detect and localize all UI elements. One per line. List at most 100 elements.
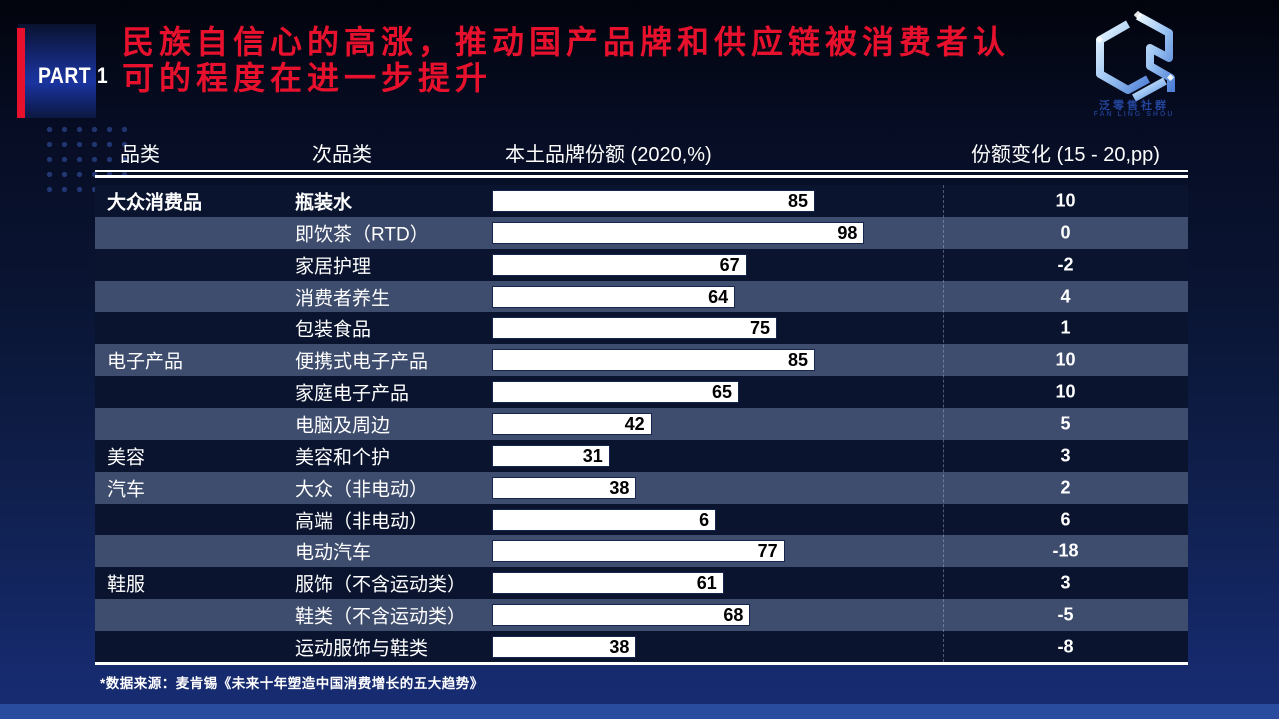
- column-divider-line: [943, 185, 944, 662]
- subcategory-cell: 家居护理: [295, 256, 372, 278]
- share-value-label: 6: [699, 509, 710, 530]
- change-value: -8: [1057, 636, 1074, 657]
- subcategory-cell: 鞋类（不含运动类）: [295, 606, 467, 628]
- change-value: 6: [1060, 509, 1071, 530]
- subcategory-cell: 即饮茶（RTD）: [295, 224, 429, 246]
- subcategory-cell: 服饰（不含运动类）: [295, 574, 467, 596]
- table-row: 包装食品 75 1: [95, 312, 1188, 345]
- share-value-label: 38: [609, 636, 630, 657]
- share-bar: 42: [492, 412, 652, 435]
- table-row: 即饮茶（RTD） 98 0: [95, 216, 1188, 249]
- share-bar: 67: [492, 253, 747, 276]
- subcategory-cell: 运动服饰与鞋类: [295, 638, 429, 660]
- change-value: 2: [1060, 477, 1071, 498]
- share-bar-track: 61: [492, 572, 874, 595]
- share-bar-track: 38: [492, 635, 874, 658]
- slide-title: 民族自信心的高涨，推动国产品牌和供应链被消费者认 可的程度在进一步提升: [122, 24, 1062, 96]
- header-double-rule: [95, 170, 1188, 178]
- share-bar: 38: [492, 476, 637, 499]
- logo-name-en: FAN LING SHOU: [1093, 111, 1175, 118]
- subcategory-cell: 消费者养生: [295, 288, 391, 309]
- category-cell: 电子产品: [107, 351, 184, 373]
- share-bar-track: 38: [492, 476, 874, 499]
- table-row: 电动汽车 77 -18: [95, 535, 1188, 568]
- title-line-1: 民族自信心的高涨，推动国产品牌和供应链被消费者认: [122, 24, 1011, 60]
- share-value-label: 42: [624, 413, 645, 434]
- share-value-label: 85: [787, 350, 808, 371]
- part-gradient-box: [18, 24, 96, 118]
- share-bar-track: 31: [492, 444, 874, 467]
- table-bottom-rule: [95, 662, 1188, 665]
- change-value: 1: [1060, 317, 1071, 338]
- category-cell: 大众消费品: [107, 192, 203, 214]
- share-bar-track: 85: [492, 349, 874, 372]
- share-bar: 68: [492, 604, 751, 627]
- share-value-label: 38: [609, 477, 630, 498]
- subcategory-cell: 美容和个护: [295, 447, 391, 469]
- subcategory-cell: 瓶装水: [295, 192, 353, 214]
- bottom-accent-strip: [0, 704, 1279, 719]
- change-value: 0: [1060, 222, 1071, 243]
- title-line-2: 可的程度在进一步提升: [122, 60, 493, 96]
- logo-name-cn: 泛零售社群: [1099, 100, 1169, 112]
- share-value-label: 77: [757, 541, 778, 562]
- table-row: 家居护理 67 -2: [95, 248, 1188, 281]
- column-header-change: 份额变化 (15 - 20,pp): [971, 144, 1160, 166]
- share-bar: 38: [492, 635, 637, 658]
- dot-grid-decoration: [42, 122, 136, 196]
- share-bar-track: 6: [492, 508, 874, 531]
- category-cell: 美容: [107, 447, 146, 469]
- share-bar-track: 98: [492, 221, 874, 244]
- subcategory-cell: 包装食品: [295, 319, 372, 341]
- share-value-label: 65: [711, 382, 732, 403]
- share-bar: 98: [492, 221, 865, 244]
- table-row: 家庭电子产品 65 10: [95, 376, 1188, 409]
- table-row: 大众消费品 瓶装水 85 10: [95, 185, 1188, 217]
- red-accent-bar: [17, 28, 25, 118]
- source-note: *数据来源：麦肯锡《未来十年塑造中国消费增长的五大趋势》: [100, 676, 484, 691]
- table-row: 美容 美容和个护 31 3: [95, 439, 1188, 472]
- share-bar-track: 85: [492, 189, 874, 212]
- change-value: 10: [1055, 190, 1076, 211]
- share-value-label: 31: [582, 445, 603, 466]
- category-cell: 汽车: [107, 479, 146, 501]
- share-bar-track: 68: [492, 604, 874, 627]
- share-bar-track: 64: [492, 285, 874, 308]
- table-row: 高端（非电动） 6 6: [95, 503, 1188, 536]
- share-bar: 61: [492, 572, 724, 595]
- change-value: 5: [1060, 413, 1071, 434]
- share-bar: 31: [492, 444, 610, 467]
- share-bar: 75: [492, 317, 777, 340]
- share-bar-track: 65: [492, 381, 874, 404]
- column-header-share: 本土品牌份额 (2020,%): [505, 144, 712, 166]
- share-value-label: 75: [749, 318, 770, 339]
- share-value-label: 64: [708, 286, 729, 307]
- change-value: 10: [1055, 381, 1076, 402]
- subcategory-cell: 电动汽车: [295, 542, 372, 564]
- share-bar: 85: [492, 349, 815, 372]
- share-bar-track: 77: [492, 540, 874, 563]
- change-value: 10: [1055, 349, 1076, 370]
- subcategory-cell: 便携式电子产品: [295, 351, 429, 373]
- share-bar: 64: [492, 285, 736, 308]
- share-bar: 85: [492, 189, 815, 212]
- change-value: 3: [1060, 572, 1071, 593]
- share-value-label: 61: [696, 573, 717, 594]
- share-bar: 6: [492, 508, 717, 531]
- table-row: 鞋服 服饰（不含运动类） 61 3: [95, 567, 1188, 600]
- subcategory-cell: 电脑及周边: [295, 415, 391, 437]
- change-value: -2: [1057, 254, 1074, 275]
- part-label: PART 1: [38, 63, 109, 88]
- table-row: 汽车 大众（非电动） 38 2: [95, 471, 1188, 504]
- change-value: -18: [1052, 540, 1079, 561]
- share-value-label: 67: [719, 254, 740, 275]
- share-bar-track: 67: [492, 253, 874, 276]
- column-header-subcategory: 次品类: [312, 144, 372, 166]
- subcategory-cell: 家庭电子产品: [295, 383, 410, 405]
- table-body: 大众消费品 瓶装水 85 10 即饮茶（RTD） 98 0 家居护理 67 -2 消费者养生 64 4 包…: [95, 185, 1188, 663]
- subcategory-cell: 大众（非电动）: [295, 479, 429, 501]
- change-value: -5: [1057, 604, 1074, 625]
- subcategory-cell: 高端（非电动）: [295, 511, 429, 533]
- table-row: 电子产品 便携式电子产品 85 10: [95, 344, 1188, 377]
